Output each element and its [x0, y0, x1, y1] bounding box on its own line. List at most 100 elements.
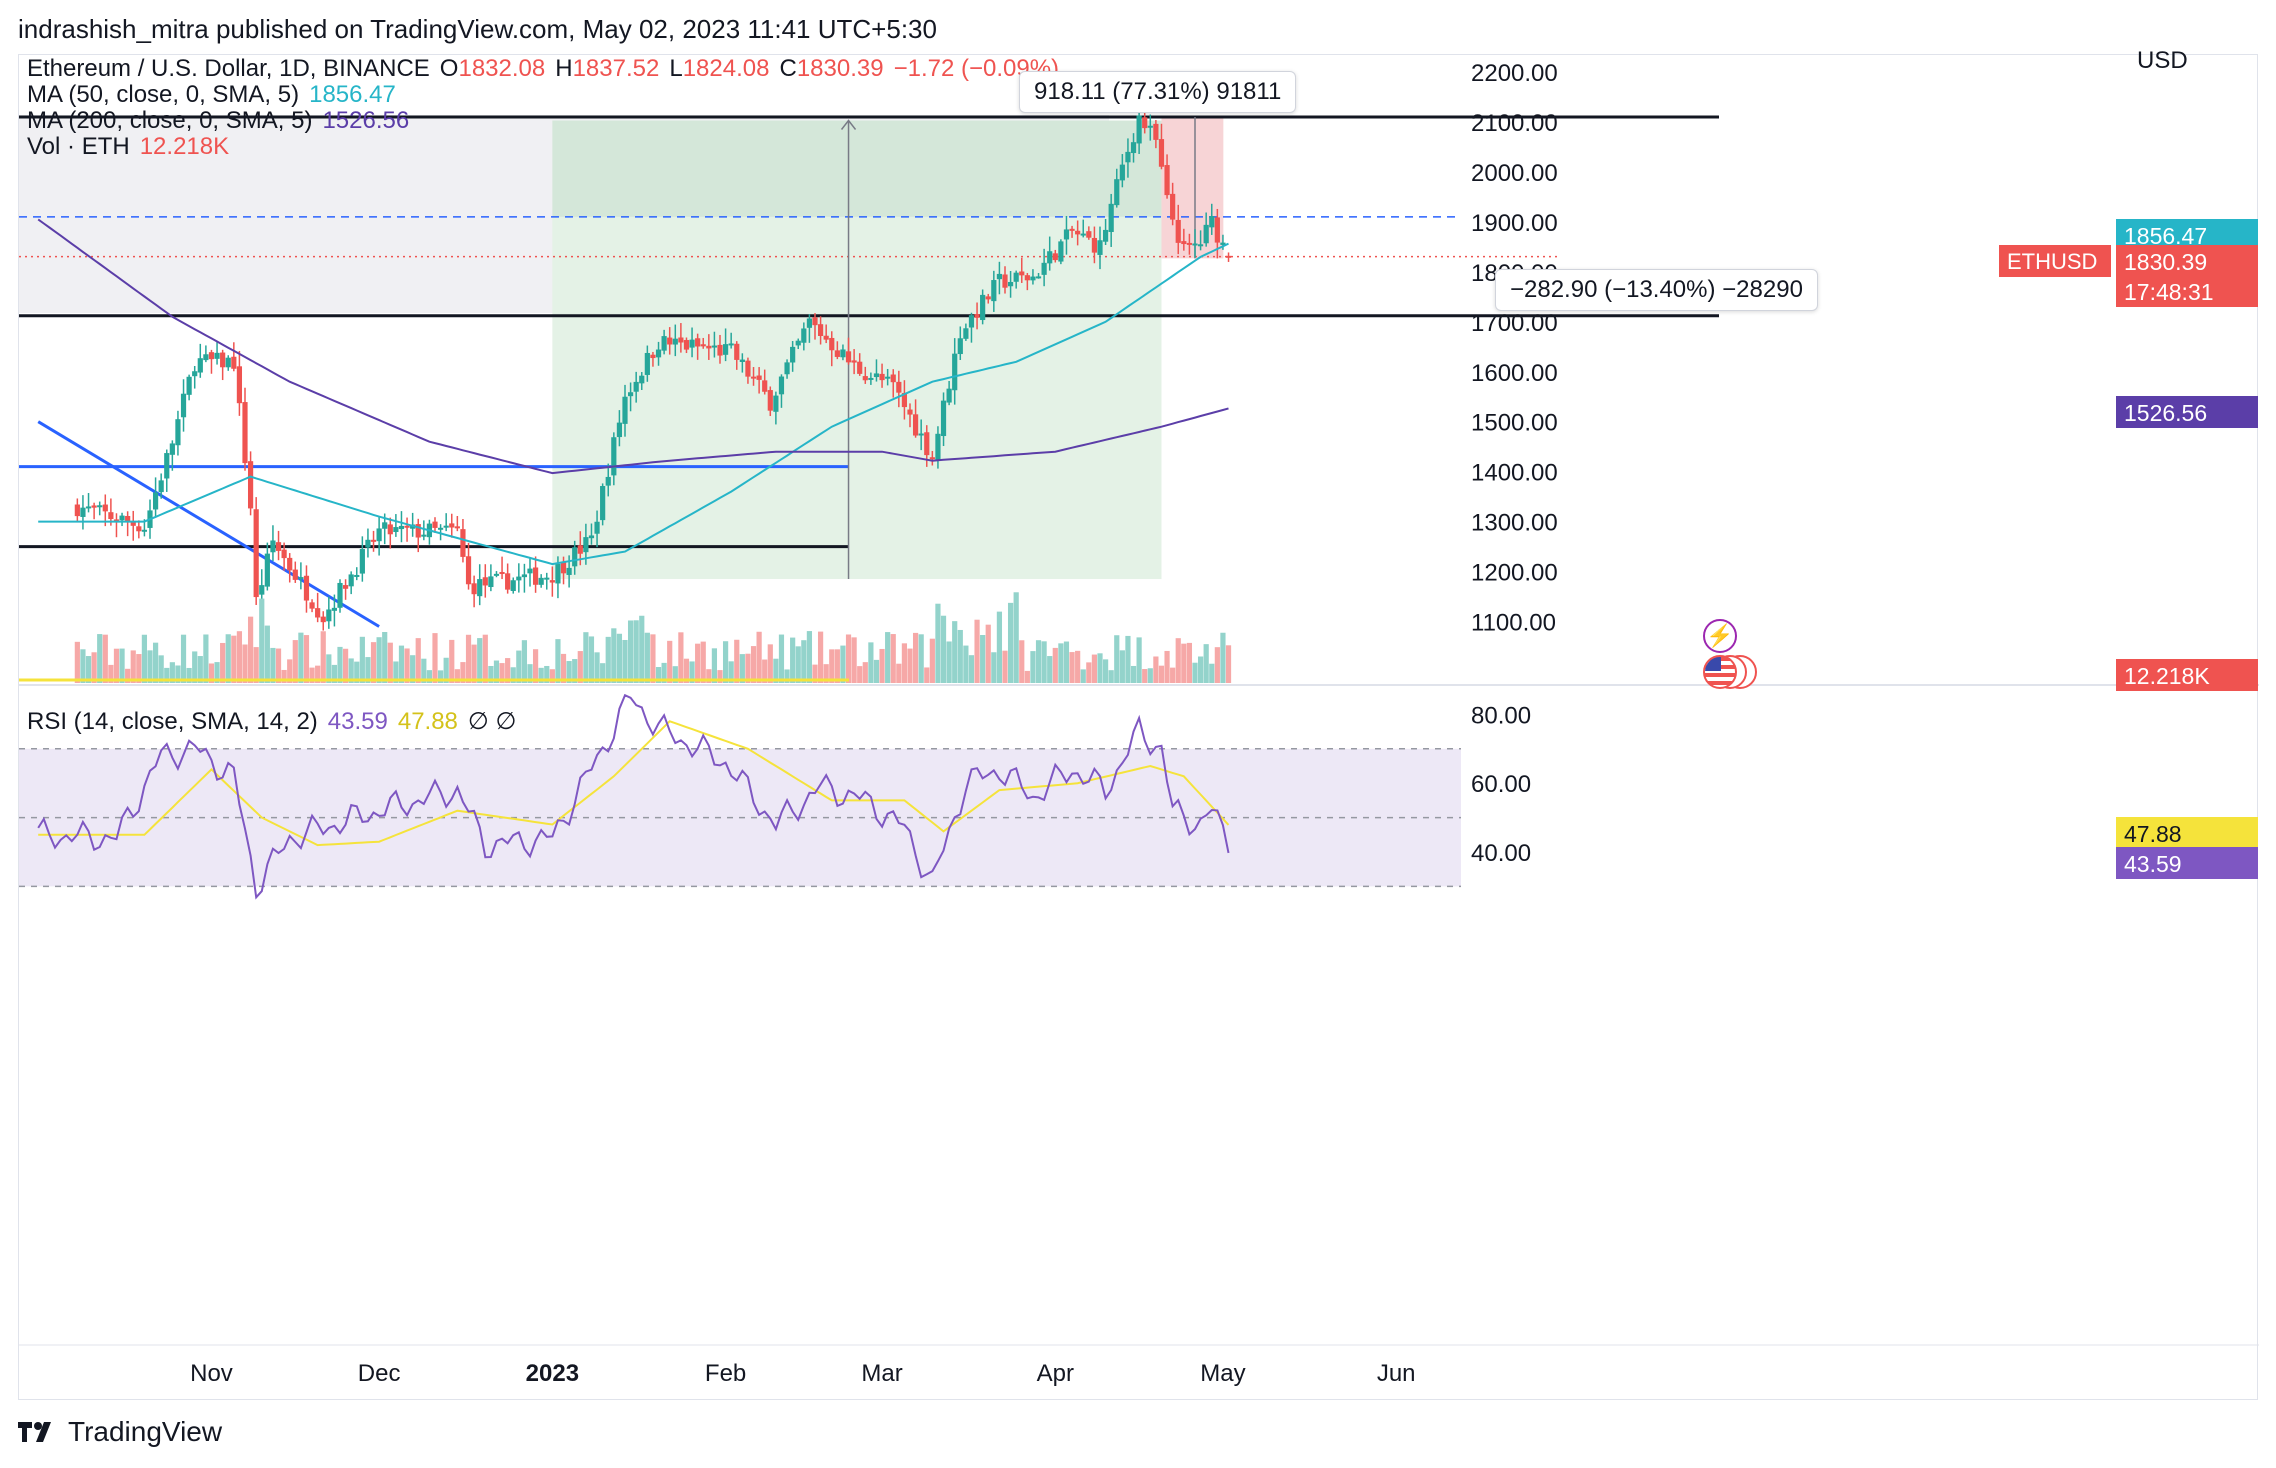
candle[interactable]: [454, 526, 460, 529]
tradingview-brand[interactable]: TradingView: [18, 1416, 222, 1448]
candle[interactable]: [1091, 237, 1098, 253]
candle[interactable]: [236, 366, 243, 404]
candle[interactable]: [141, 529, 148, 532]
candle[interactable]: [253, 509, 259, 598]
candle[interactable]: [393, 527, 399, 533]
candle[interactable]: [695, 338, 701, 347]
candle[interactable]: [1125, 151, 1131, 163]
candle[interactable]: [382, 522, 388, 529]
candle[interactable]: [532, 567, 539, 585]
rsi-line[interactable]: [37, 693, 1230, 900]
candle[interactable]: [1102, 229, 1109, 242]
candle[interactable]: [404, 525, 410, 528]
candle[interactable]: [566, 567, 572, 575]
candle[interactable]: [722, 344, 729, 355]
candle[interactable]: [594, 521, 600, 534]
candle[interactable]: [460, 529, 466, 557]
candle[interactable]: [583, 537, 589, 553]
candle[interactable]: [1197, 244, 1204, 247]
candle[interactable]: [1069, 228, 1075, 231]
candle[interactable]: [644, 352, 650, 375]
candle[interactable]: [616, 422, 623, 438]
candle[interactable]: [896, 381, 902, 393]
candle[interactable]: [689, 339, 695, 348]
candle[interactable]: [370, 539, 377, 542]
candle[interactable]: [996, 273, 1003, 280]
candle[interactable]: [203, 354, 209, 361]
ma200-legend[interactable]: MA (200, close, 0, SMA, 5) 1526.56: [27, 107, 419, 135]
candle[interactable]: [622, 396, 628, 424]
candle[interactable]: [750, 376, 757, 379]
candle[interactable]: [180, 393, 187, 418]
candle[interactable]: [700, 344, 706, 347]
candle[interactable]: [1041, 262, 1047, 275]
candle[interactable]: [376, 528, 382, 542]
candle[interactable]: [1114, 179, 1120, 206]
candle[interactable]: [275, 542, 282, 551]
rsi-ma-line[interactable]: [38, 720, 1230, 847]
candle[interactable]: [493, 573, 500, 576]
candle[interactable]: [544, 577, 550, 580]
candle[interactable]: [806, 318, 813, 328]
candle[interactable]: [175, 419, 181, 446]
candle[interactable]: [946, 388, 952, 403]
candle[interactable]: [588, 535, 595, 539]
candle[interactable]: [912, 414, 919, 436]
candle[interactable]: [1002, 274, 1008, 288]
measure-down-box[interactable]: −282.90 (−13.40%) −28290: [1495, 269, 1818, 311]
candle[interactable]: [214, 352, 220, 359]
candle[interactable]: [885, 376, 891, 379]
candle[interactable]: [1030, 276, 1036, 281]
candle[interactable]: [108, 512, 114, 520]
candle[interactable]: [292, 569, 298, 580]
candle[interactable]: [762, 380, 768, 392]
candle[interactable]: [1075, 230, 1081, 235]
candle[interactable]: [516, 576, 522, 581]
candle[interactable]: [952, 353, 958, 391]
candle[interactable]: [449, 523, 455, 528]
candle[interactable]: [901, 392, 908, 408]
candle[interactable]: [801, 328, 807, 343]
candle[interactable]: [627, 392, 634, 397]
candle[interactable]: [706, 345, 712, 349]
candle[interactable]: [661, 336, 667, 351]
candle[interactable]: [521, 574, 528, 578]
candle[interactable]: [152, 492, 159, 510]
candle[interactable]: [231, 356, 237, 369]
candle[interactable]: [1035, 276, 1042, 279]
long-position-profit-zone[interactable]: [552, 120, 1162, 217]
candle[interactable]: [711, 345, 718, 348]
candle[interactable]: [348, 574, 354, 587]
short-position-zone[interactable]: [1161, 117, 1224, 259]
candle[interactable]: [130, 522, 136, 526]
chart-canvas[interactable]: 1100.00 1200.00 1300.00 1400.00 1500.00 1600.…: [19, 55, 2259, 1401]
candle[interactable]: [510, 580, 516, 591]
candle[interactable]: [1192, 243, 1198, 246]
candle[interactable]: [264, 553, 270, 587]
candle[interactable]: [1058, 241, 1064, 262]
candle[interactable]: [1047, 251, 1053, 264]
candle[interactable]: [309, 602, 315, 609]
candle[interactable]: [1130, 142, 1137, 154]
candle[interactable]: [197, 358, 203, 373]
candle[interactable]: [879, 373, 885, 381]
candle[interactable]: [924, 432, 930, 456]
candle[interactable]: [387, 524, 393, 535]
candle[interactable]: [342, 585, 349, 589]
ma200-line[interactable]: [37, 218, 1229, 475]
candle[interactable]: [259, 585, 265, 595]
candle[interactable]: [538, 577, 544, 585]
candle[interactable]: [499, 572, 505, 575]
candle[interactable]: [1203, 224, 1209, 244]
candle[interactable]: [980, 294, 986, 321]
candle[interactable]: [717, 344, 723, 356]
candle[interactable]: [119, 515, 125, 521]
candle[interactable]: [465, 556, 472, 585]
candle[interactable]: [80, 507, 86, 517]
candle[interactable]: [74, 504, 80, 517]
candle[interactable]: [1108, 203, 1114, 233]
candle[interactable]: [287, 557, 293, 571]
candle[interactable]: [421, 534, 427, 537]
candle[interactable]: [862, 376, 868, 381]
candle[interactable]: [1147, 125, 1153, 128]
